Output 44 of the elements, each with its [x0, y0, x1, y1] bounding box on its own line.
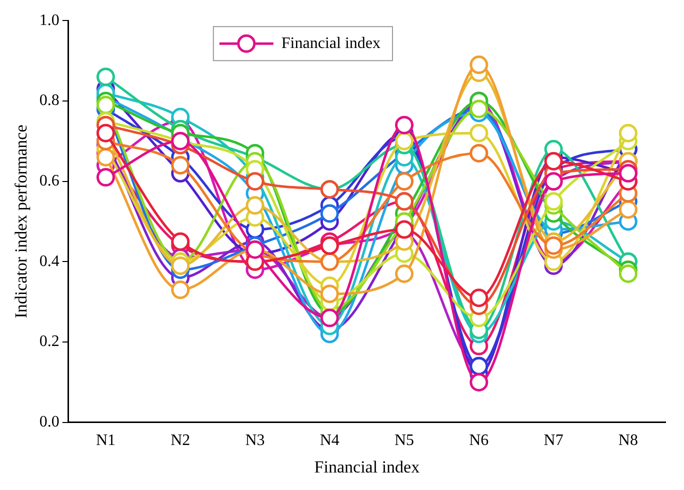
point — [544, 192, 563, 211]
point — [544, 152, 563, 170]
x-tick-label: N1 — [96, 432, 116, 450]
y-tick-label: 0.4 — [39, 252, 60, 270]
point — [618, 264, 638, 283]
point — [544, 236, 563, 255]
point — [320, 284, 339, 304]
point — [246, 196, 264, 215]
point — [470, 56, 488, 74]
y-tick-label: 0.8 — [39, 92, 60, 110]
point — [395, 264, 414, 283]
y-tick-label: 0.0 — [39, 414, 60, 431]
point — [618, 124, 638, 142]
x-tick-label: N4 — [320, 432, 340, 450]
y-tick-label: 1.0 — [39, 12, 60, 29]
point — [470, 288, 488, 308]
point — [96, 96, 115, 114]
point — [96, 168, 115, 187]
point — [618, 200, 638, 219]
x-axis-title: Financial index — [314, 457, 420, 476]
x-tick-label: N6 — [469, 432, 489, 450]
point — [395, 116, 414, 134]
x-tick-label: N2 — [170, 432, 190, 450]
x-tick-label: N7 — [544, 432, 564, 450]
x-tick-label: N8 — [618, 432, 638, 450]
point — [171, 256, 190, 275]
legend-label: Financial index — [281, 34, 380, 52]
point — [395, 220, 414, 239]
point — [470, 372, 488, 392]
y-tick-label: 0.6 — [39, 172, 60, 190]
point — [96, 68, 115, 86]
y-axis-title: Indicator index performance — [12, 124, 31, 318]
point — [171, 280, 190, 300]
x-tick-label: N5 — [394, 432, 414, 450]
point — [246, 172, 264, 191]
point — [171, 232, 190, 251]
point — [395, 172, 414, 191]
point — [470, 144, 488, 162]
point — [320, 204, 339, 223]
x-tick-label: N3 — [245, 432, 265, 450]
point — [171, 156, 190, 174]
point — [470, 124, 488, 142]
point — [395, 132, 414, 150]
y-tick-label: 0.2 — [39, 333, 60, 350]
